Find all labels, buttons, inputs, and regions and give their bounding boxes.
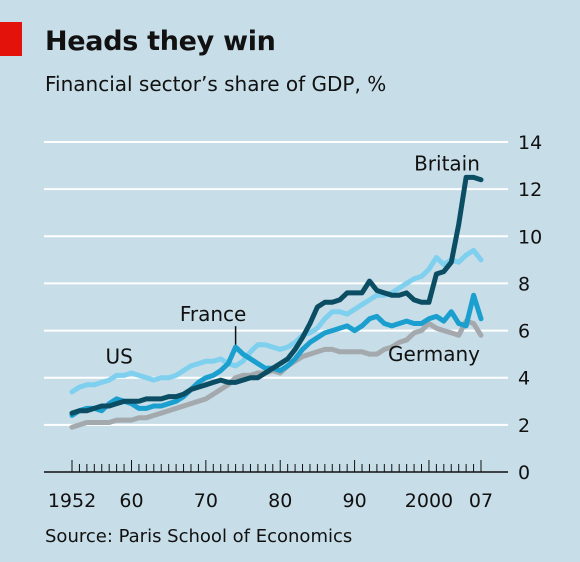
x-tick-label-1970: 70 <box>194 490 218 512</box>
series-label-france: France <box>180 302 247 326</box>
series-line-us <box>69 247 484 395</box>
y-tick-label-4: 4 <box>518 368 530 390</box>
y-tick-label-14: 14 <box>518 132 542 154</box>
x-axis-tick-labels: 1952 60 70 80 90 2000 07 <box>48 490 493 512</box>
series-lines <box>69 174 484 430</box>
x-tick-label-1990: 90 <box>342 490 366 512</box>
y-tick-label-6: 6 <box>518 321 530 343</box>
x-tick-label-1960: 60 <box>119 490 143 512</box>
x-tick-label-2000: 2000 <box>405 490 453 512</box>
grid-lines <box>44 141 508 426</box>
y-tick-label-10: 10 <box>518 226 542 248</box>
series-labels: Britain US France Germany <box>105 151 480 368</box>
y-tick-label-2: 2 <box>518 415 530 437</box>
x-axis <box>44 460 508 473</box>
x-tick-label-2007: 07 <box>469 490 493 512</box>
y-tick-label-8: 8 <box>518 273 530 295</box>
series-label-britain: Britain <box>414 151 480 175</box>
x-tick-label-1952: 1952 <box>48 490 96 512</box>
series-label-germany: Germany <box>388 342 480 366</box>
y-tick-label-12: 12 <box>518 179 542 201</box>
y-tick-label-0: 0 <box>518 462 530 484</box>
chart-subtitle: Financial sector’s share of GDP, % <box>45 72 387 96</box>
x-tick-label-1980: 80 <box>268 490 292 512</box>
series-line-france <box>69 292 484 418</box>
chart-title: Heads they win <box>45 26 276 57</box>
series-line-britain <box>69 174 484 416</box>
y-axis-tick-labels: 0 2 4 6 8 10 12 14 <box>518 132 542 484</box>
source-note: Source: Paris School of Economics <box>45 526 353 547</box>
accent-tab <box>0 22 22 56</box>
series-label-us: US <box>105 345 132 369</box>
